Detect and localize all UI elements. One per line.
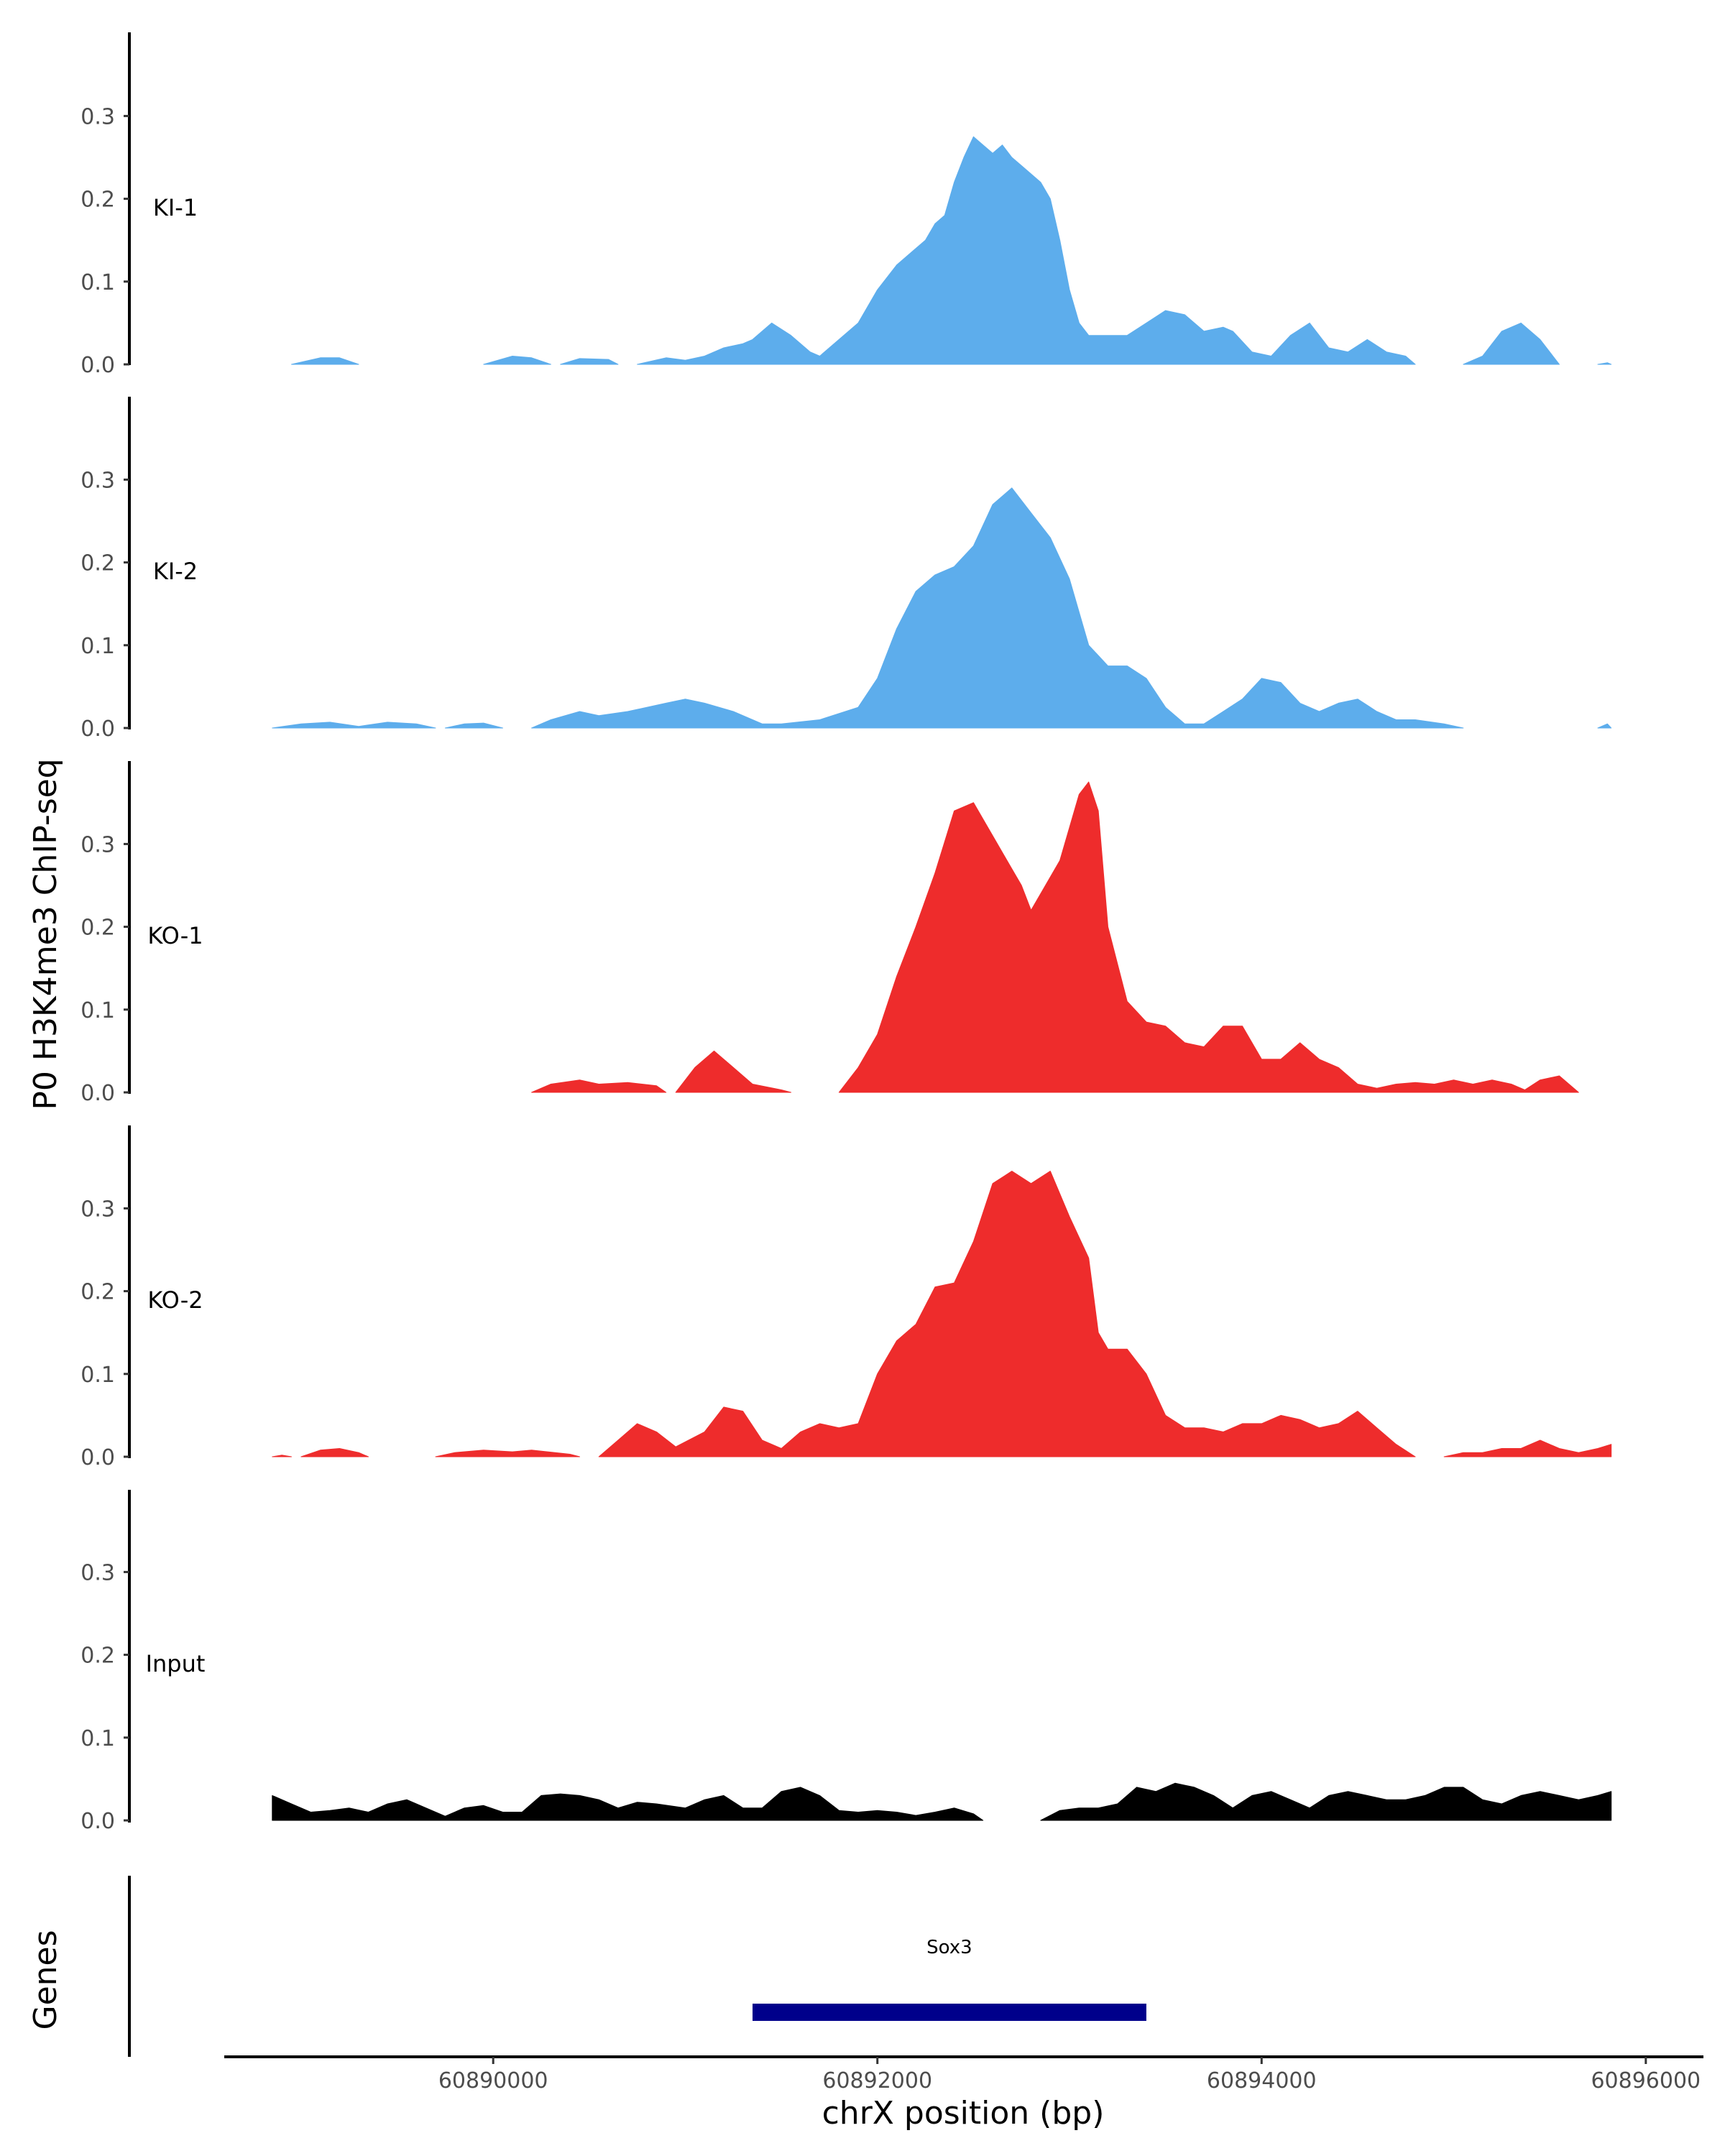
coverage-area — [838, 781, 1531, 1093]
y-tick-label: 0.1 — [80, 634, 115, 659]
y-tick-label: 0.2 — [80, 1644, 115, 1669]
coverage-area — [483, 356, 551, 365]
coverage-area — [1520, 1075, 1579, 1093]
x-tick-label: 60896000 — [1591, 2068, 1701, 2093]
track-panels: 0.00.10.20.3KI-10.00.10.20.3KI-20.00.10.… — [80, 32, 1612, 1834]
coverage-area — [291, 357, 359, 365]
coverage-area — [272, 722, 436, 729]
y-tick-label: 0.3 — [80, 1197, 115, 1222]
coverage-area — [598, 1171, 1416, 1457]
coverage-area — [1597, 362, 1612, 365]
coverage-area — [531, 1079, 667, 1093]
y-tick-label: 0.2 — [80, 1280, 115, 1305]
x-axis-title: chrX position (bp) — [822, 2095, 1105, 2132]
coverage-area — [435, 1450, 580, 1457]
track-label: KO-1 — [147, 922, 203, 949]
x-tick-label: 60892000 — [822, 2068, 932, 2093]
genes-panel: Genes Sox3 — [27, 1876, 1146, 2057]
track-label: KI-1 — [153, 194, 198, 221]
track-label: KO-2 — [147, 1286, 203, 1314]
coverage-area — [531, 487, 1464, 729]
coverage-area — [300, 1448, 369, 1457]
y-tick-label: 0.0 — [80, 1445, 115, 1470]
coverage-area — [272, 1455, 292, 1457]
x-axis: 60890000 60892000 60894000 60896000 — [224, 2055, 1703, 2093]
y-tick-label: 0.1 — [80, 998, 115, 1023]
y-tick-label: 0.1 — [80, 270, 115, 295]
track-ko-2: 0.0 0.1 0.2 0.3 KO-2 — [80, 1125, 1612, 1470]
coverage-area — [444, 722, 503, 729]
coverage-area — [1040, 1782, 1612, 1821]
coverage-area — [675, 1050, 791, 1093]
track-ko-1: 0.0 0.1 0.2 0.3 KO-1 — [80, 761, 1579, 1106]
track-input: 0.0 0.1 0.2 0.3 Input — [80, 1490, 1612, 1834]
y-tick-label: 0.3 — [80, 104, 115, 129]
y-tick-label: 0.1 — [80, 1363, 115, 1388]
coverage-area — [637, 136, 1416, 365]
y-tick-label: 0.3 — [80, 468, 115, 493]
y-tick-label: 0.3 — [80, 1560, 115, 1585]
y-tick-label: 0.2 — [80, 551, 115, 576]
y-axis-title: P0 H3K4me3 ChIP-seq — [27, 758, 64, 1110]
track-ki-1: 0.0 0.1 0.2 0.3 KI-1 — [80, 32, 1612, 378]
y-tick-label: 0.1 — [80, 1726, 115, 1751]
y-tick-label: 0.0 — [80, 1081, 115, 1106]
y-tick-label: 0.3 — [80, 832, 115, 857]
coverage-area — [1443, 1439, 1612, 1457]
y-tick-label: 0.2 — [80, 188, 115, 213]
coverage-area — [560, 358, 619, 365]
x-tick-label: 60894000 — [1207, 2068, 1317, 2093]
coverage-area — [272, 1787, 984, 1821]
track-label: KI-2 — [153, 558, 198, 585]
x-tick-label: 60890000 — [438, 2068, 548, 2093]
genes-panel-label: Genes — [27, 1930, 64, 2030]
gene-bar — [753, 2004, 1146, 2021]
coverage-area — [1463, 322, 1560, 365]
y-tick-label: 0.2 — [80, 916, 115, 941]
y-tick-label: 0.0 — [80, 353, 115, 378]
y-tick-label: 0.0 — [80, 717, 115, 742]
track-label: Input — [146, 1650, 206, 1677]
coverage-area — [1597, 723, 1612, 729]
y-tick-label: 0.0 — [80, 1809, 115, 1834]
track-ki-2: 0.0 0.1 0.2 0.3 KI-2 — [80, 397, 1612, 742]
gene-label: Sox3 — [926, 1937, 972, 1958]
